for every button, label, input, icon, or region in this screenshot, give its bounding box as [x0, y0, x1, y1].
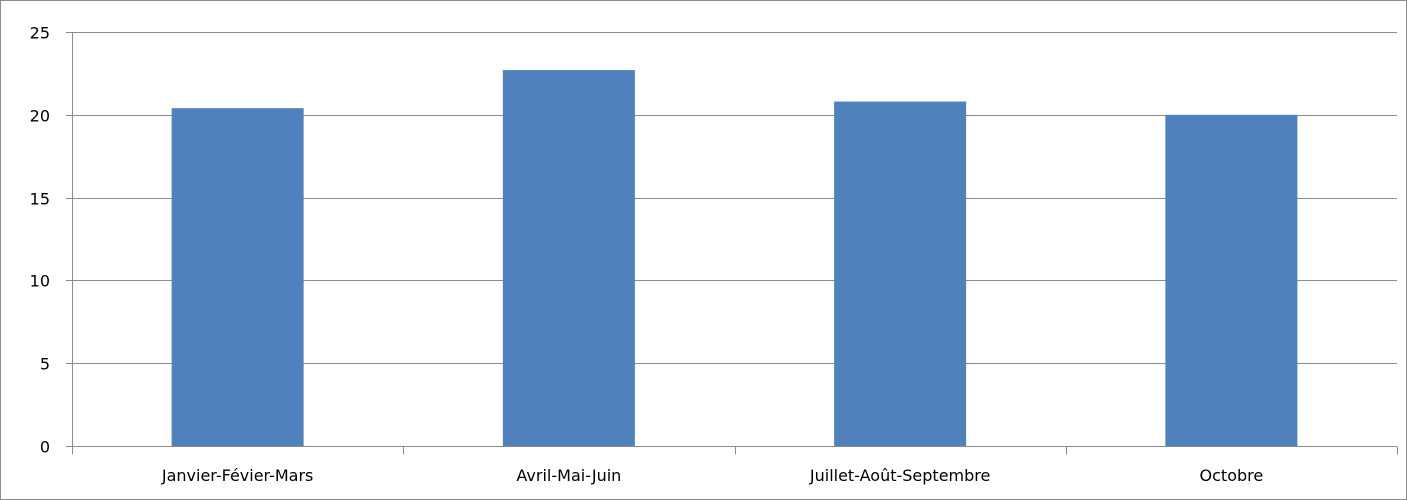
bar: [834, 101, 967, 446]
y-tick-label: 5: [40, 355, 50, 374]
y-tick-labels: 0 5 10 15 20 25: [30, 24, 50, 457]
x-tick-label: Avril-Mai-Juin: [516, 466, 621, 485]
x-tick-label: Janvier-Févier-Mars: [161, 466, 314, 485]
y-tick-label: 20: [30, 107, 50, 126]
bar: [1165, 114, 1298, 447]
bar: [171, 108, 304, 447]
axes: [72, 32, 1397, 447]
y-tick-label: 15: [30, 190, 50, 209]
bar: [502, 70, 635, 446]
x-tick-label: Octobre: [1200, 466, 1264, 485]
y-tick-label: 10: [30, 272, 50, 291]
x-tick-label: Juillet-Août-Septembre: [809, 466, 990, 485]
x-tick-labels: Janvier-Févier-Mars Avril-Mai-Juin Juillet…: [161, 466, 1263, 485]
bars: [171, 70, 1298, 447]
y-tick-label: 25: [30, 24, 50, 43]
y-tick-label: 0: [40, 438, 50, 457]
